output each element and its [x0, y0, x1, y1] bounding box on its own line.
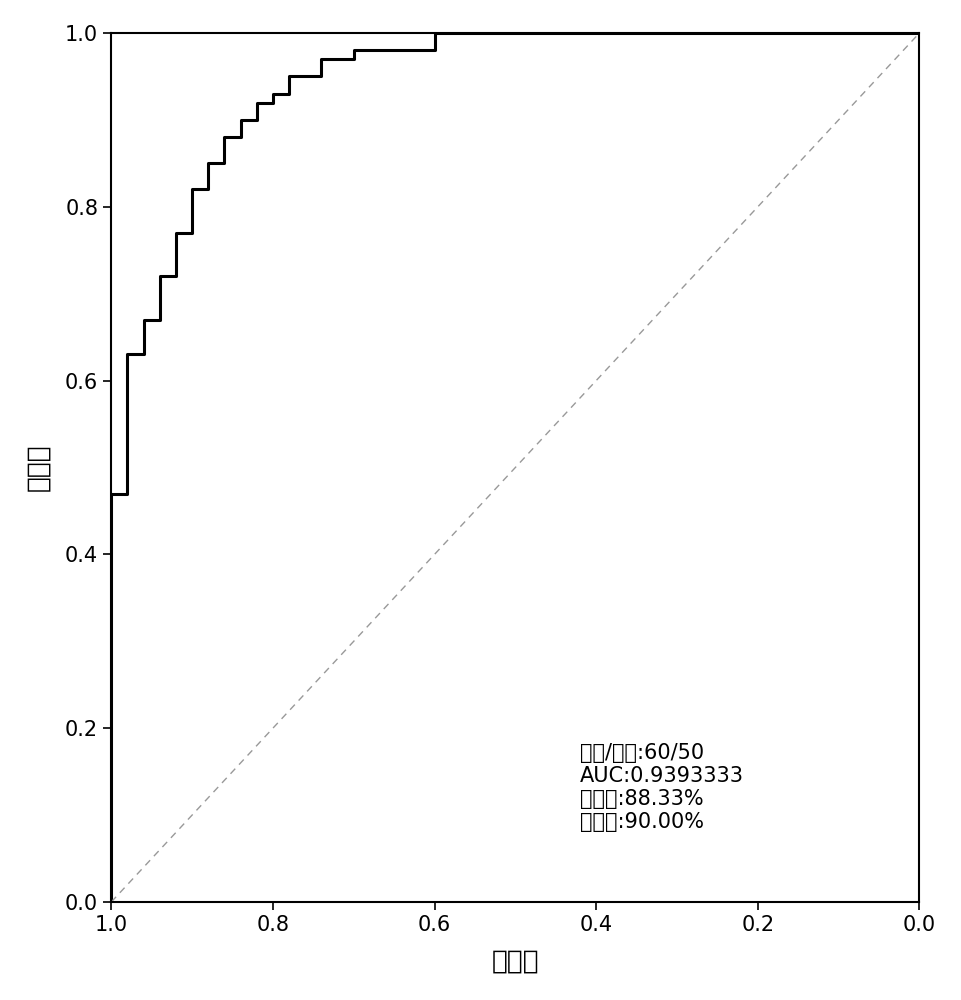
- Y-axis label: 灵敏度: 灵敏度: [25, 444, 51, 491]
- Text: 病例/对照:60/50
AUC:0.9393333
灵敏度:88.33%
特异性:90.00%: 病例/对照:60/50 AUC:0.9393333 灵敏度:88.33% 特异性…: [580, 743, 744, 832]
- X-axis label: 特异性: 特异性: [492, 949, 539, 975]
